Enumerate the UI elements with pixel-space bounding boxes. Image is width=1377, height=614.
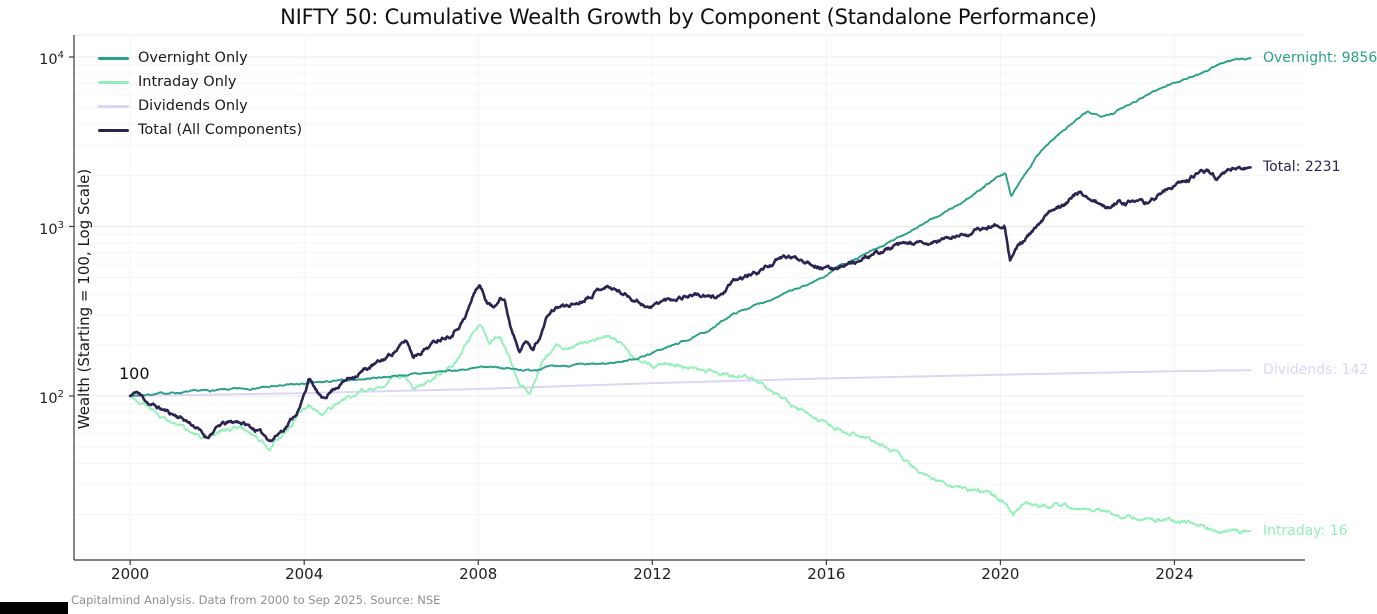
- cropped-logo-block: [0, 602, 68, 614]
- series-line-dividends-only: [129, 369, 1252, 397]
- y-tick-label: 102: [12, 386, 64, 408]
- overnight-line-swatch: [98, 56, 129, 60]
- series-end-label: Total: 2231: [1263, 159, 1341, 176]
- y-tick-exponent: 4: [57, 50, 64, 61]
- y-tick-exponent: 3: [57, 219, 64, 231]
- legend-item-total: Total (All Components): [98, 118, 302, 142]
- legend-item-intraday: Intraday Only: [98, 70, 302, 94]
- series-line-overnight-only: [129, 57, 1252, 397]
- y-tick-base: 10: [39, 390, 58, 407]
- series-line-intraday-only: [129, 324, 1252, 535]
- series-end-label: Overnight: 9856: [1263, 50, 1377, 67]
- chart-title: NIFTY 50: Cumulative Wealth Growth by Co…: [280, 5, 1097, 29]
- source-note: Capitalmind Analysis. Data from 2000 to …: [71, 593, 441, 607]
- x-tick-label: 2000: [111, 565, 150, 583]
- y-tick-label: 104: [12, 47, 64, 69]
- legend-item-overnight: Overnight Only: [98, 46, 302, 70]
- legend-label: Overnight Only: [138, 50, 248, 66]
- y-tick-label: 103: [12, 217, 64, 239]
- x-tick-label: 2012: [633, 565, 672, 583]
- y-tick-exponent: 2: [57, 389, 64, 400]
- y-axis-title: Wealth (Starting = 100, Log Scale): [75, 168, 93, 430]
- start-value-annotation: 100: [119, 364, 150, 383]
- y-tick-base: 10: [39, 51, 58, 68]
- legend-label: Total (All Components): [138, 122, 303, 138]
- dividends-line-swatch: [98, 104, 129, 108]
- legend-label: Intraday Only: [138, 74, 237, 90]
- legend-label: Dividends Only: [138, 98, 248, 114]
- legend-item-dividends: Dividends Only: [98, 94, 302, 118]
- x-tick-label: 2016: [807, 565, 846, 583]
- total-line-swatch: [98, 128, 129, 132]
- x-tick-label: 2020: [981, 565, 1020, 583]
- series-end-label: Dividends: 142: [1263, 362, 1369, 379]
- x-tick-label: 2004: [285, 565, 324, 583]
- series-line-total-all-components: [128, 165, 1252, 443]
- x-tick-label: 2024: [1155, 565, 1194, 583]
- series-end-label: Intraday: 16: [1263, 522, 1348, 539]
- intraday-line-swatch: [98, 80, 129, 84]
- legend: Overnight Only Intraday Only Dividends O…: [98, 46, 302, 142]
- y-tick-base: 10: [39, 221, 58, 238]
- x-tick-label: 2008: [459, 565, 498, 583]
